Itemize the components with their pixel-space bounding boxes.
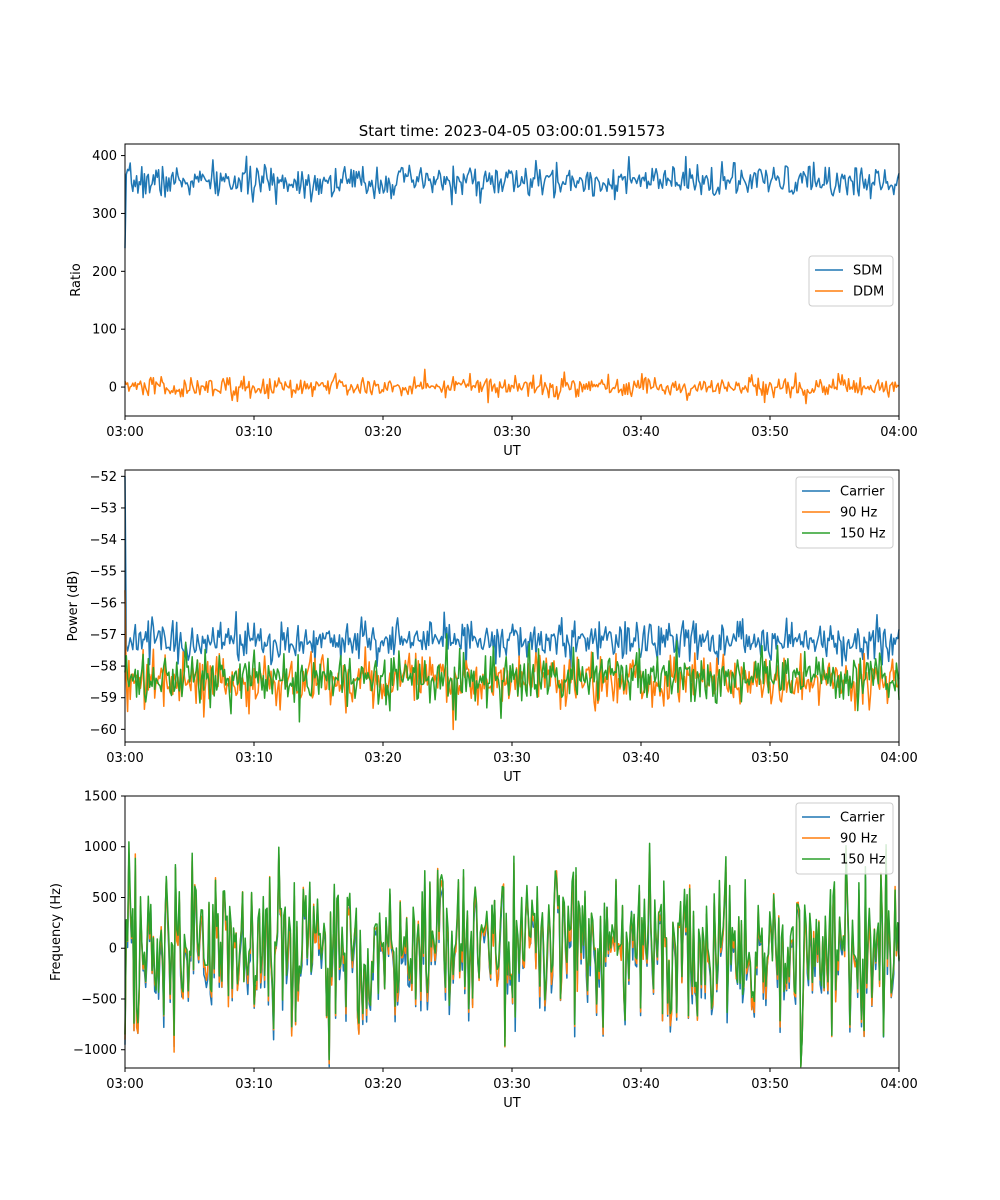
y-tick-label: 200 <box>92 265 117 280</box>
chart-title: Start time: 2023-04-05 03:00:01.591573 <box>359 122 665 140</box>
x-tick-label: 04:00 <box>880 1077 917 1092</box>
legend-label: 150 Hz <box>840 853 886 868</box>
x-tick-label: 03:00 <box>106 1077 143 1092</box>
legend-label: Carrier <box>840 811 885 826</box>
legend-box <box>795 802 894 875</box>
x-tick-label: 03:30 <box>493 1077 530 1092</box>
y-tick-label: −55 <box>90 565 117 580</box>
x-tick-label: 03:00 <box>106 425 143 440</box>
x-tick-label: 03:20 <box>364 425 401 440</box>
y-tick-label: −1000 <box>73 1043 117 1058</box>
legend-label: DDM <box>853 285 884 300</box>
y-tick-label: −56 <box>90 596 117 611</box>
y-tick-label: −60 <box>90 723 117 738</box>
y-tick-label: 500 <box>92 891 117 906</box>
legend: Carrier 90 Hz 150 Hz <box>795 476 894 549</box>
x-tick-label: 03:20 <box>364 751 401 766</box>
y-axis-label: Power (dB) <box>66 571 81 642</box>
series-line-carrier <box>124 476 900 671</box>
x-tick-label: 04:00 <box>880 751 917 766</box>
x-axis-label: UT <box>503 1096 521 1111</box>
chart-panel-3: 03:00 03:10 03:20 03:30 03:40 03:50 04:00 UT −10… <box>49 790 918 1112</box>
x-tick-label: 03:30 <box>493 425 530 440</box>
series-line-sdm <box>124 155 900 249</box>
series-line-ddm <box>124 368 900 405</box>
plot-frame <box>124 469 900 743</box>
series-line-150-hz <box>124 633 900 723</box>
y-tick-label: −59 <box>90 691 117 706</box>
x-tick-label: 03:40 <box>622 1077 659 1092</box>
x-tick-label: 03:10 <box>235 425 272 440</box>
y-tick-label: −58 <box>90 660 117 675</box>
y-tick-label: 1500 <box>84 790 117 805</box>
x-tick-label: 03:50 <box>751 751 788 766</box>
x-tick-label: 03:50 <box>751 425 788 440</box>
y-tick-label: −500 <box>81 992 117 1007</box>
y-tick-label: 0 <box>109 942 117 957</box>
series-line-90-hz <box>124 590 900 731</box>
y-tick-label: 100 <box>92 323 117 338</box>
x-tick-label: 03:40 <box>622 751 659 766</box>
y-tick-label: 0 <box>109 381 117 396</box>
legend-label: SDM <box>853 264 882 279</box>
y-tick-label: −53 <box>90 501 117 516</box>
legend-label: 90 Hz <box>840 506 877 521</box>
legend-box <box>795 476 894 549</box>
y-tick-label: −57 <box>90 628 117 643</box>
x-tick-label: 03:30 <box>493 751 530 766</box>
y-axis-label: Frequency (Hz) <box>49 883 64 981</box>
y-tick-label: 400 <box>92 149 117 164</box>
x-tick-label: 03:10 <box>235 751 272 766</box>
legend: Carrier 90 Hz 150 Hz <box>795 802 894 875</box>
chart-panel-2: 03:00 03:10 03:20 03:30 03:40 03:50 04:00 UT −60… <box>66 469 918 785</box>
x-tick-label: 04:00 <box>880 425 917 440</box>
legend-box <box>808 255 894 307</box>
x-axis-label: UT <box>503 770 521 785</box>
series-line-150-hz <box>124 841 900 1068</box>
legend-label: Carrier <box>840 485 885 500</box>
y-tick-label: 300 <box>92 207 117 222</box>
x-tick-label: 03:20 <box>364 1077 401 1092</box>
x-tick-label: 03:00 <box>106 751 143 766</box>
x-tick-label: 03:40 <box>622 425 659 440</box>
x-tick-label: 03:10 <box>235 1077 272 1092</box>
x-axis-label: UT <box>503 444 521 459</box>
chart-panel-1: 03:00 03:10 03:20 03:30 03:40 03:50 04:00 UT 0 10… <box>69 122 918 459</box>
x-tick-label: 03:50 <box>751 1077 788 1092</box>
legend: SDM DDM <box>808 255 894 307</box>
y-tick-label: 1000 <box>84 840 117 855</box>
legend-label: 150 Hz <box>840 527 886 542</box>
y-tick-label: −52 <box>90 470 117 485</box>
y-axis-label: Ratio <box>69 263 84 296</box>
legend-label: 90 Hz <box>840 832 877 847</box>
y-tick-label: −54 <box>90 533 117 548</box>
